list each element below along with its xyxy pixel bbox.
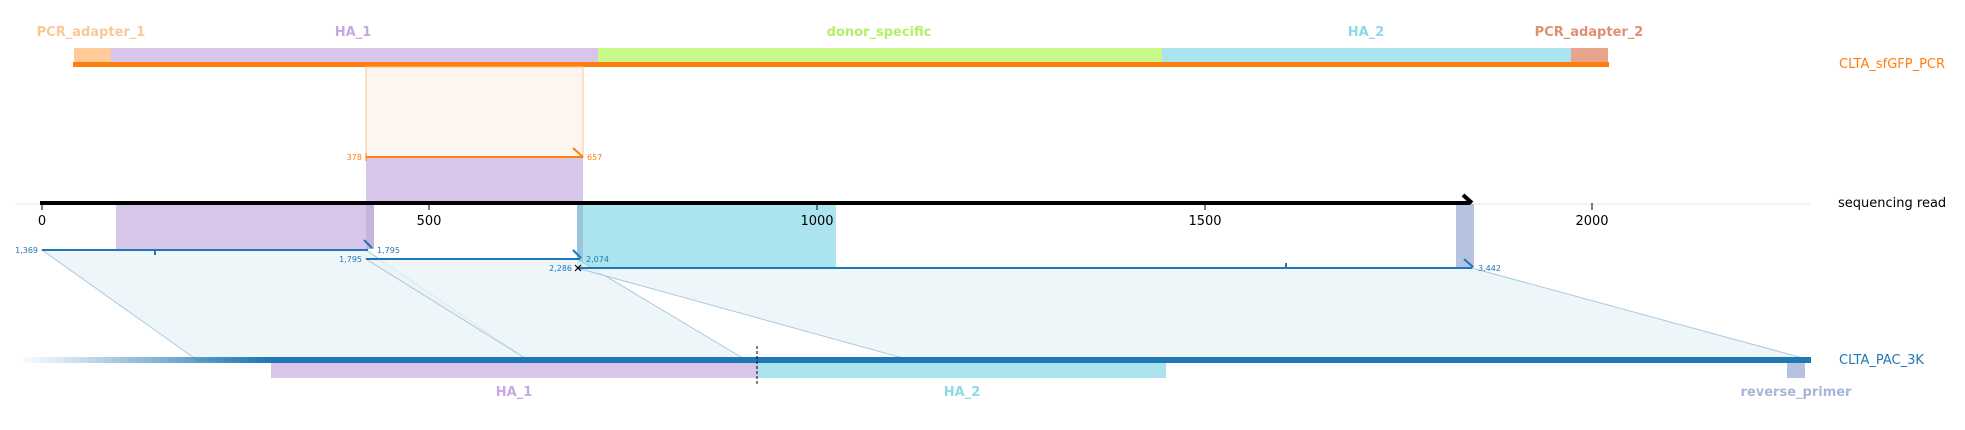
read-track: 0 500 1000 1500 2000 sequencing read <box>15 193 1946 268</box>
read-arrow-head <box>1461 193 1474 205</box>
feature-pcr-adapter-2-label: PCR_adapter_2 <box>1535 25 1644 40</box>
bottom-feature-ha-2-bar <box>758 363 1166 378</box>
bottom-feature-ha-1-label: HA_1 <box>496 385 533 400</box>
segment-2-end-label: 2,074 <box>586 255 609 264</box>
segment-3-start-cross <box>574 264 582 272</box>
bottom-reference-line <box>270 357 1811 363</box>
top-alignment-start-label: 378 <box>347 153 362 162</box>
feature-pcr-adapter-2-bar <box>1571 48 1608 63</box>
bottom-feature-ha-2-label: HA_2 <box>944 385 981 400</box>
bottom-feature-ha-1-bar <box>271 363 758 378</box>
top-alignment-ha1-fill <box>366 157 583 202</box>
bottom-reference-track: HA_1 HA_2 reverse_primer CLTA_PAC_3K <box>18 346 1924 400</box>
segment-3-arrow <box>1463 258 1474 268</box>
bottom-reference-fade <box>18 357 270 363</box>
axis-tick-label-1000: 1000 <box>800 214 833 229</box>
top-reference-name: CLTA_sfGFP_PCR <box>1839 57 1945 72</box>
feature-ha-1-label: HA_1 <box>335 25 372 40</box>
read-alignment-segments: 1,369 1,795 1,795 2,074 2,286 3,442 <box>15 239 1501 273</box>
top-alignment-arrow <box>572 147 584 158</box>
top-reference-line <box>73 62 1609 67</box>
top-reference-track: PCR_adapter_1 HA_1 donor_specific HA_2 P… <box>37 25 1945 72</box>
feature-ha-2-bar <box>1162 48 1571 63</box>
top-alignment-projection <box>365 66 584 158</box>
read-end-region <box>1456 204 1474 268</box>
segment-2-arrow <box>572 249 582 259</box>
alignment-projections <box>40 249 1811 361</box>
segment-3-start-label: 2,286 <box>549 264 572 273</box>
segment-3-end-label: 3,442 <box>1478 264 1501 273</box>
bottom-feature-reverse-primer-label: reverse_primer <box>1741 385 1853 400</box>
read-ha-1-region <box>116 204 374 249</box>
segment-1-start-label: 1,369 <box>15 246 38 255</box>
read-ha-2-region <box>577 204 836 268</box>
axis-tick-label-0: 0 <box>38 214 46 229</box>
feature-pcr-adapter-1-label: PCR_adapter_1 <box>37 25 146 40</box>
bottom-reference-name: CLTA_PAC_3K <box>1839 353 1924 368</box>
axis-tick-label-2000: 2000 <box>1575 214 1608 229</box>
segment-2-start-label: 1,795 <box>339 255 362 264</box>
segment-1-arrow <box>363 239 373 249</box>
feature-donor-specific-bar <box>598 48 1162 63</box>
feature-ha-1-bar <box>111 48 598 63</box>
read-ha-2-overlap <box>577 204 583 268</box>
feature-ha-2-label: HA_2 <box>1348 25 1385 40</box>
projection-segment-3 <box>576 267 1811 361</box>
feature-donor-specific-label: donor_specific <box>827 25 932 40</box>
feature-pcr-adapter-1-bar <box>74 48 111 63</box>
top-alignment-end-label: 657 <box>587 153 602 162</box>
bottom-feature-reverse-primer-bar <box>1787 363 1805 378</box>
read-ha-1-overlap <box>366 204 374 249</box>
segment-1-end-label: 1,795 <box>377 246 400 255</box>
axis-tick-label-500: 500 <box>417 214 442 229</box>
read-name: sequencing read <box>1838 196 1946 211</box>
axis-tick-label-1500: 1500 <box>1188 214 1221 229</box>
